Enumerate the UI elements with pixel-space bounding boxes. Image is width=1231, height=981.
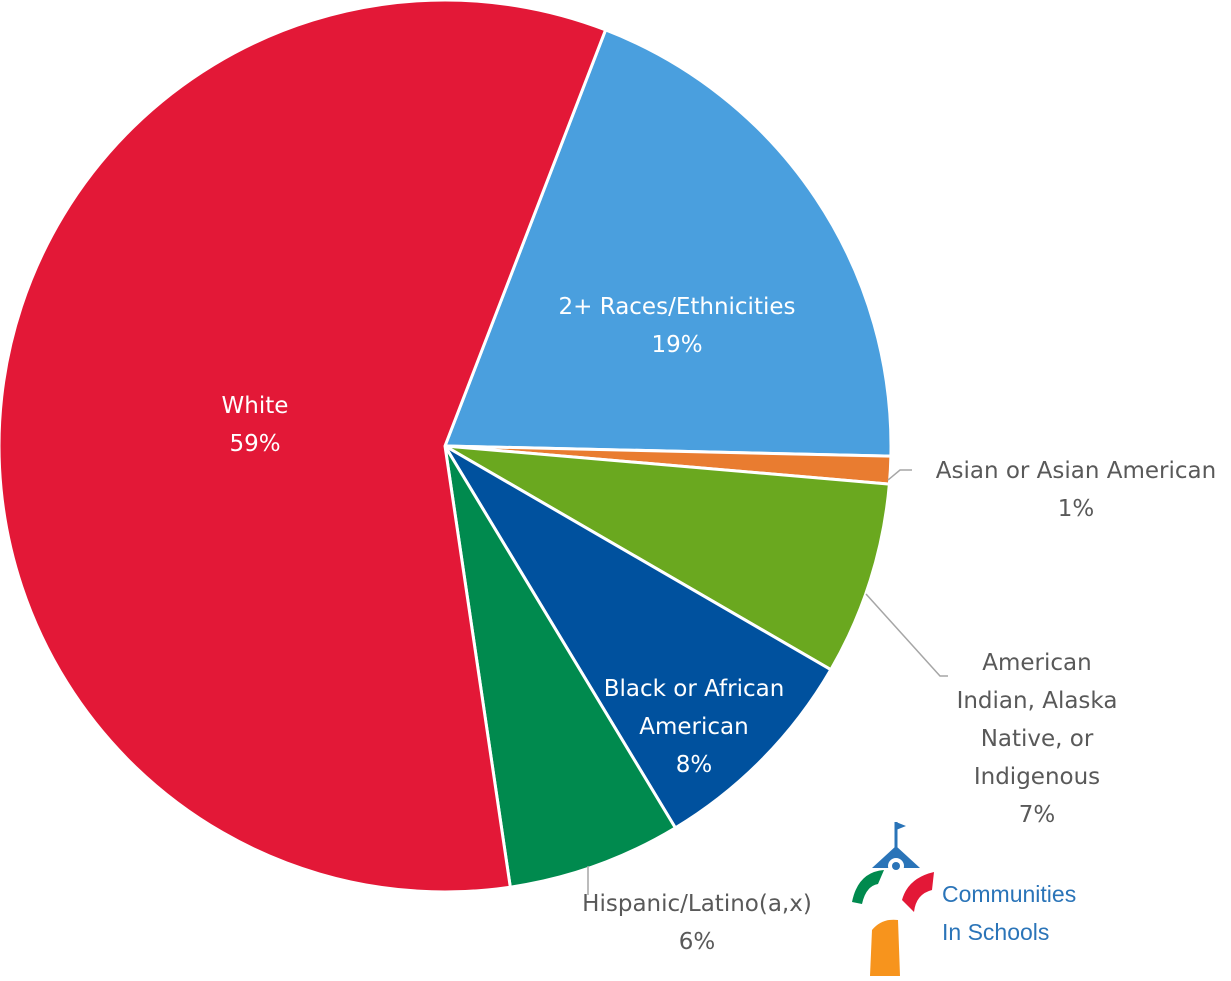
slice-category: Hispanic/Latino(a,x) bbox=[582, 891, 812, 917]
pie-slice-2-races-ethnicities bbox=[443, 28, 893, 458]
slice-label-asian-or-asian-american: Asian or Asian American 1% bbox=[936, 458, 1216, 522]
slice-category: American bbox=[982, 650, 1091, 676]
slice-percent: 1% bbox=[1058, 496, 1095, 522]
slice-label-hispanic-latino-a-x: Hispanic/Latino(a,x) 6% bbox=[582, 891, 812, 955]
communities-in-schools-logo: Communities In Schools bbox=[852, 822, 1076, 976]
leader-lines bbox=[587, 469, 948, 895]
slice-percent: 7% bbox=[1019, 802, 1056, 828]
slice-category: Indigenous bbox=[974, 764, 1100, 790]
pie-slice-white bbox=[0, 0, 608, 894]
slice-labels: 2+ Races/Ethnicities 19% Asian or Asian Am… bbox=[222, 294, 1217, 955]
slice-percent: 19% bbox=[651, 332, 702, 358]
slice-category: Native, or bbox=[981, 726, 1094, 752]
pie-slice-black-or-african-american bbox=[443, 444, 833, 830]
slice-label-2-races-ethnicities: 2+ Races/Ethnicities 19% bbox=[559, 294, 796, 358]
pie-slices bbox=[0, 0, 893, 894]
pie-slice-american-indian-alaska-native-or-indigenous bbox=[443, 444, 891, 672]
slice-category: American bbox=[639, 714, 748, 740]
slice-percent: 59% bbox=[229, 431, 280, 457]
leader-line-american-indian-alaska-native-or-indigenous bbox=[865, 593, 948, 677]
slice-category: Asian or Asian American bbox=[936, 458, 1216, 484]
logo-text-line1: Communities bbox=[942, 881, 1076, 907]
logo-text-line2: In Schools bbox=[942, 919, 1049, 945]
slice-category: Indian, Alaska bbox=[957, 688, 1118, 714]
slice-category: White bbox=[222, 393, 289, 419]
slice-label-white: White 59% bbox=[222, 393, 289, 457]
leader-line-asian-or-asian-american bbox=[887, 469, 912, 481]
pie-slice-hispanic-latino-a-x bbox=[443, 444, 677, 889]
slice-category: 2+ Races/Ethnicities bbox=[559, 294, 796, 320]
slice-category: Black or African bbox=[604, 676, 785, 702]
logo-mark-icon bbox=[852, 822, 934, 976]
slice-label-american-indian-alaska-native-or-indigenous: American Indian, Alaska Native, or Indigeno… bbox=[957, 650, 1118, 828]
slice-label-black-or-african-american: Black or African American 8% bbox=[604, 676, 785, 778]
slice-percent: 8% bbox=[676, 752, 713, 778]
slice-percent: 6% bbox=[679, 929, 716, 955]
